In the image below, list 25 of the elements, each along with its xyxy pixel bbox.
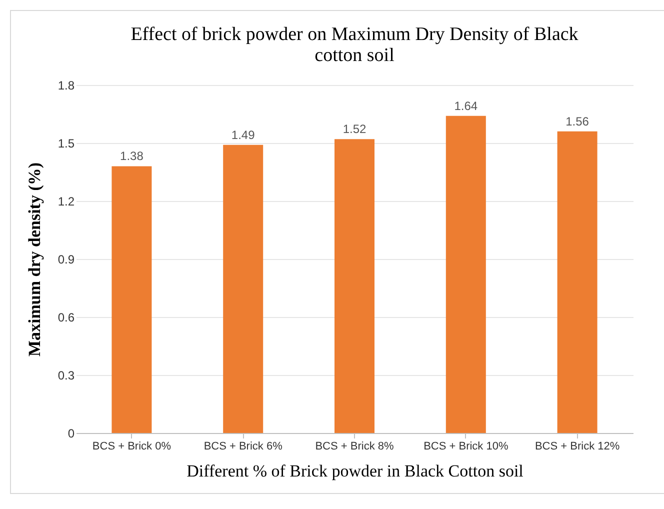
x-tick-label: BCS + Brick 6% (204, 440, 283, 452)
bar (334, 139, 374, 433)
data-label: 1.56 (566, 114, 590, 128)
data-label: 1.52 (342, 122, 366, 136)
bar (223, 144, 264, 433)
x-tick-label: BCS + Brick 12% (534, 440, 620, 452)
y-tick-label: 0.3 (58, 368, 75, 382)
y-axis-title: Maximum dry density (%) (24, 162, 44, 357)
bar (112, 166, 152, 433)
y-tick-label: 0.6 (58, 310, 75, 324)
y-tick-label: 0.9 (58, 252, 75, 266)
y-tick-label: 0 (68, 426, 75, 440)
x-axis-title: Different % of Brick powder in Black Cotton soil (186, 462, 524, 480)
x-tick-label: BCS + Brick 10% (424, 440, 508, 452)
bar (446, 116, 486, 433)
y-tick-label: 1.8 (58, 78, 75, 92)
x-tick-label: BCS + Brick 0% (92, 440, 172, 452)
x-tick-label: BCS + Brick 8% (315, 440, 394, 452)
data-label: 1.38 (120, 149, 144, 164)
y-tick-label: 1.2 (58, 194, 75, 208)
y-tick-label: 1.5 (58, 136, 75, 150)
chart-title: Effect of brick powder on Maximum Dry Density of Black cotton soil (130, 24, 579, 66)
data-label: 1.49 (231, 128, 256, 142)
data-label: 1.64 (454, 98, 478, 113)
bar (557, 131, 598, 433)
